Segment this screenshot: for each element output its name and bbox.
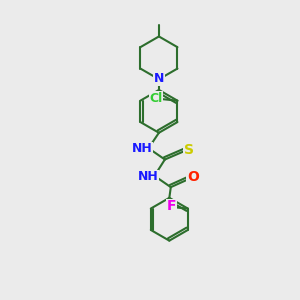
- Text: NH: NH: [132, 142, 152, 155]
- Text: N: N: [154, 73, 164, 85]
- Text: F: F: [167, 200, 176, 214]
- Text: O: O: [187, 170, 199, 184]
- Text: S: S: [184, 143, 194, 157]
- Text: NH: NH: [137, 170, 158, 183]
- Text: Cl: Cl: [149, 92, 163, 105]
